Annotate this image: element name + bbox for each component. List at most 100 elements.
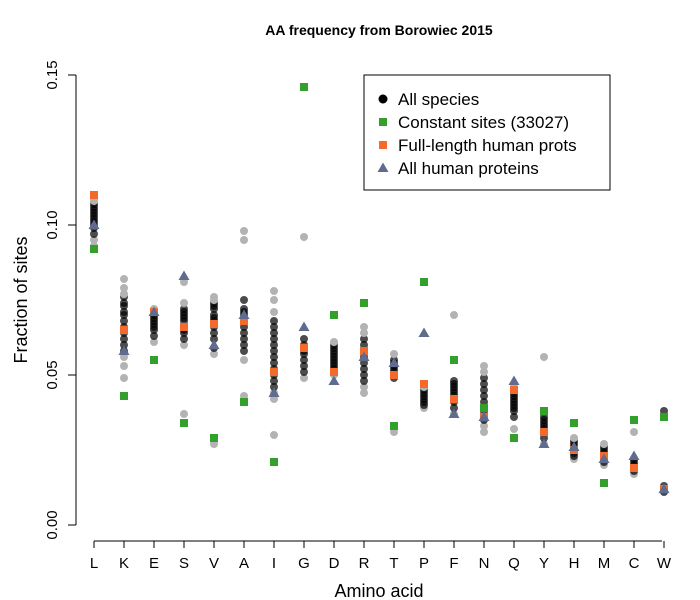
species-point (150, 338, 158, 346)
legend: All species Constant sites (33027) Full-le… (363, 74, 611, 191)
species-point (450, 311, 458, 319)
full-length-human-point (420, 380, 428, 388)
species-point (480, 380, 488, 388)
species-point (360, 335, 368, 343)
species-point (360, 329, 368, 337)
all-human-proteins-point (88, 219, 100, 229)
all-human-proteins-point (148, 306, 160, 316)
species-point (210, 329, 218, 337)
all-human-proteins-point (358, 351, 370, 361)
x-tick-label: M (598, 555, 611, 572)
species-point (270, 341, 278, 349)
all-human-proteins-point (478, 411, 490, 421)
species-point (240, 227, 248, 235)
constant-sites-point (660, 413, 668, 421)
all-human-proteins-point (178, 270, 190, 280)
legend-all-human-label: All human proteins (398, 159, 539, 178)
species-point (270, 347, 278, 355)
x-tick-label: R (359, 555, 370, 572)
species-point (480, 422, 488, 430)
species-point (180, 335, 188, 343)
full-length-human-point (360, 347, 368, 355)
species-point (360, 365, 368, 373)
species-point (240, 329, 248, 337)
constant-sites-point (180, 419, 188, 427)
y-ticks: 0.00 0.05 0.10 0.15 (44, 60, 76, 540)
species-point (630, 428, 638, 436)
full-length-human-point (330, 368, 338, 376)
chart-title: AA frequency from Borowiec 2015 (265, 22, 493, 38)
species-point (360, 389, 368, 397)
legend-constant-sites-label: Constant sites (33027) (398, 113, 569, 132)
all-human-proteins-point (658, 483, 670, 493)
constant-sites-point (600, 479, 608, 487)
species-point (300, 335, 308, 343)
all-human-proteins-point (448, 408, 460, 418)
species-point (480, 428, 488, 436)
legend-box (363, 74, 611, 191)
constant-sites-point (480, 404, 488, 412)
all-human-proteins-point (328, 375, 340, 385)
full-length-human-point (540, 428, 548, 436)
legend-items: All species Constant sites (33027) Full-le… (377, 90, 577, 178)
species-point (180, 299, 188, 307)
species-point (600, 440, 608, 448)
y-axis-label: Fraction of sites (11, 236, 31, 363)
species-point (300, 356, 308, 364)
species-point (120, 275, 128, 283)
species-point (270, 335, 278, 343)
species-point (270, 329, 278, 337)
species-point (240, 341, 248, 349)
legend-all-human-marker (377, 162, 389, 172)
all-human-proteins-point (418, 327, 430, 337)
all-human-proteins-point (118, 345, 130, 355)
species-point (180, 305, 188, 313)
all-human-proteins-point (598, 453, 610, 463)
x-tick-label: L (90, 555, 98, 572)
species-point (360, 323, 368, 331)
x-tick-label: W (657, 555, 672, 572)
full-length-human-point (240, 317, 248, 325)
species-point (330, 338, 338, 346)
constant-sites-point (450, 356, 458, 364)
constant-sites-point (570, 419, 578, 427)
species-point (240, 236, 248, 244)
all-human-proteins-point (238, 309, 250, 319)
y-tick-label: 0.05 (44, 360, 61, 389)
constant-sites-point (630, 416, 638, 424)
full-length-human-point (90, 191, 98, 199)
species-point (270, 296, 278, 304)
species-point (240, 356, 248, 364)
x-tick-label: V (209, 555, 219, 572)
species-point (390, 350, 398, 358)
species-point (120, 374, 128, 382)
legend-full-length-label: Full-length human prots (398, 136, 577, 155)
species-point (120, 335, 128, 343)
species-point (180, 410, 188, 418)
species-point (120, 317, 128, 325)
species-point (240, 335, 248, 343)
x-tick-label: F (449, 555, 458, 572)
constant-sites-point (510, 434, 518, 442)
species-point (480, 392, 488, 400)
species-point (210, 311, 218, 319)
species-point (270, 359, 278, 367)
species-point (120, 299, 128, 307)
species-point (480, 374, 488, 382)
x-tick-label: T (389, 555, 398, 572)
all-human-proteins-point (568, 441, 580, 451)
constant-sites-point (360, 299, 368, 307)
x-tick-label: N (479, 555, 490, 572)
legend-constant-sites-marker (379, 118, 387, 126)
all-human-proteins-point (538, 438, 550, 448)
x-tick-label: S (179, 555, 189, 572)
species-point (300, 374, 308, 382)
legend-full-length-marker (379, 141, 387, 149)
species-point (480, 368, 488, 376)
species-point (270, 377, 278, 385)
species-point (360, 377, 368, 385)
species-point (240, 347, 248, 355)
species-point (510, 425, 518, 433)
x-tick-label: H (569, 555, 580, 572)
